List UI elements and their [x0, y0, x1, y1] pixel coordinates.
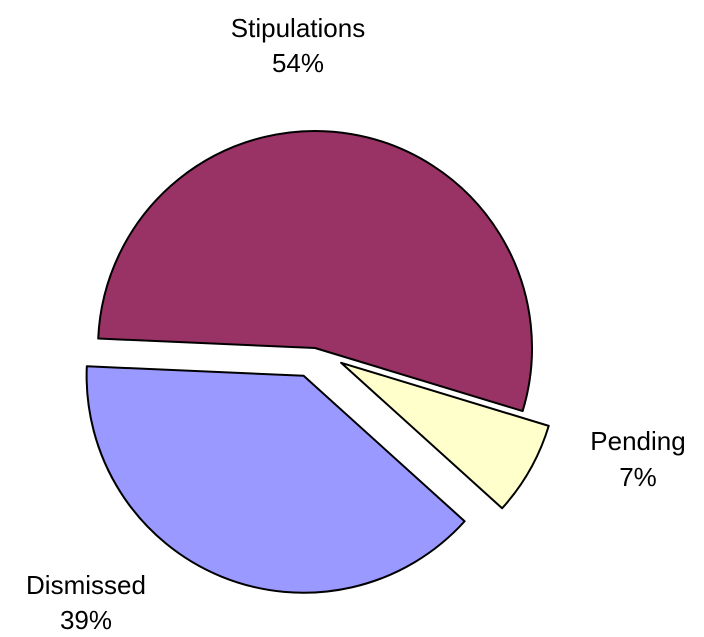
slice-percent-pending: 7% — [619, 462, 657, 492]
pie-slice-dismissed — [85, 365, 466, 594]
slice-name-dismissed: Dismissed — [26, 570, 146, 600]
pie-slices — [85, 129, 550, 594]
slice-label-pending: Pending 7% — [590, 426, 685, 492]
slice-name-pending: Pending — [590, 426, 685, 456]
slice-name-stipulations: Stipulations — [231, 13, 365, 43]
pie-slice-pending — [340, 361, 550, 510]
pie-slice-stipulations — [97, 129, 533, 413]
slice-percent-dismissed: 39% — [60, 605, 112, 635]
slice-label-dismissed: Dismissed 39% — [26, 570, 146, 635]
slice-percent-stipulations: 54% — [272, 48, 324, 78]
slice-label-stipulations: Stipulations 54% — [231, 13, 365, 78]
